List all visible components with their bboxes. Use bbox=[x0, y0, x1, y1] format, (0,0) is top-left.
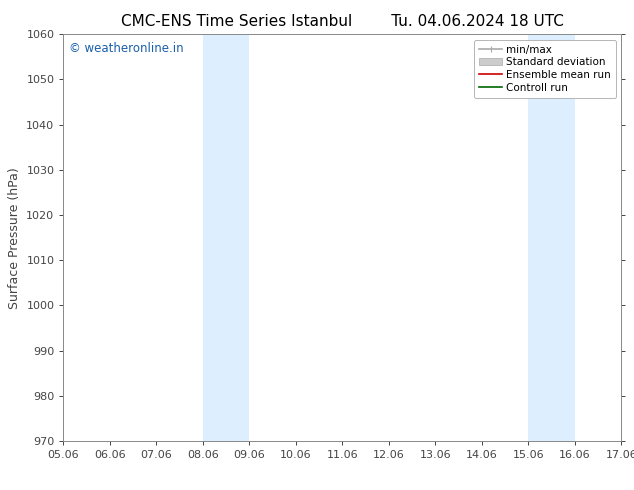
Title: CMC-ENS Time Series Istanbul        Tu. 04.06.2024 18 UTC: CMC-ENS Time Series Istanbul Tu. 04.06.2… bbox=[121, 14, 564, 29]
Bar bbox=[203, 34, 249, 441]
Legend: min/max, Standard deviation, Ensemble mean run, Controll run: min/max, Standard deviation, Ensemble me… bbox=[474, 40, 616, 98]
Text: © weatheronline.in: © weatheronline.in bbox=[69, 43, 184, 55]
Y-axis label: Surface Pressure (hPa): Surface Pressure (hPa) bbox=[8, 167, 21, 309]
Bar bbox=[528, 34, 575, 441]
